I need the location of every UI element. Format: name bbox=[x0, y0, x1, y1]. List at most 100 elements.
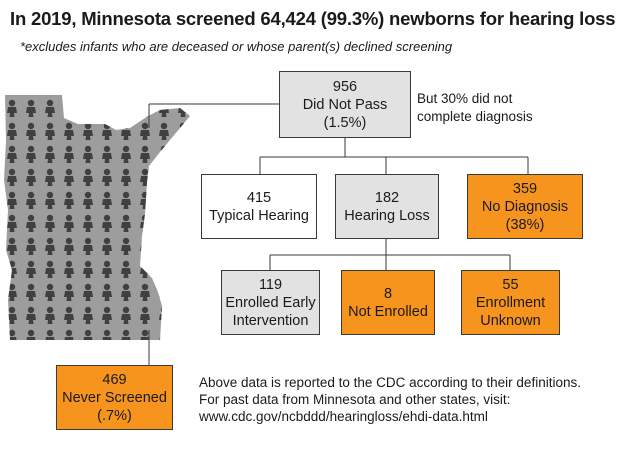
baby-icon bbox=[83, 237, 93, 255]
baby-icon bbox=[26, 214, 36, 232]
node-label: Hearing Loss bbox=[344, 207, 430, 224]
node-label: Intervention bbox=[232, 312, 309, 329]
baby-icon bbox=[64, 260, 74, 278]
node-not-enrolled: 8 Not Enrolled bbox=[341, 270, 435, 335]
baby-icon bbox=[102, 214, 112, 232]
baby-icon bbox=[83, 145, 93, 163]
baby-icon bbox=[45, 214, 55, 232]
baby-icon bbox=[83, 214, 93, 232]
baby-icon bbox=[102, 237, 112, 255]
baby-icon bbox=[26, 168, 36, 186]
baby-icon bbox=[64, 329, 74, 340]
node-label: Did Not Pass bbox=[302, 96, 388, 113]
node-label: Unknown bbox=[480, 312, 541, 329]
baby-icon bbox=[159, 122, 169, 140]
node-value: 469 bbox=[102, 371, 127, 388]
baby-icon bbox=[64, 122, 74, 140]
baby-icon bbox=[26, 306, 36, 324]
baby-icon bbox=[7, 237, 17, 255]
node-value: 359 bbox=[512, 180, 538, 197]
node-label: Enrollment bbox=[475, 294, 546, 311]
diagnosis-note: But 30% did not complete diagnosis bbox=[417, 90, 567, 126]
baby-icon bbox=[102, 283, 112, 301]
baby-icon bbox=[83, 329, 93, 340]
baby-icon bbox=[7, 99, 17, 117]
baby-icon bbox=[64, 306, 74, 324]
node-label: Enrolled Early bbox=[225, 294, 316, 311]
baby-icon bbox=[64, 237, 74, 255]
baby-icon bbox=[45, 260, 55, 278]
baby-icon bbox=[121, 237, 131, 255]
baby-icon bbox=[45, 237, 55, 255]
baby-icon bbox=[83, 122, 93, 140]
baby-icon bbox=[83, 168, 93, 186]
baby-icon bbox=[7, 306, 17, 324]
node-percent: (38%) bbox=[505, 216, 545, 233]
note-line: But 30% did not bbox=[417, 91, 513, 106]
baby-icon bbox=[26, 99, 36, 117]
baby-icon bbox=[45, 145, 55, 163]
baby-icon bbox=[64, 283, 74, 301]
baby-icon bbox=[7, 214, 17, 232]
baby-icon bbox=[83, 306, 93, 324]
node-value: 119 bbox=[258, 276, 283, 293]
baby-icon bbox=[45, 283, 55, 301]
note-line: complete diagnosis bbox=[417, 109, 533, 124]
baby-icon bbox=[45, 191, 55, 209]
baby-icon bbox=[140, 306, 150, 324]
node-enrollment-unknown: 55 Enrollment Unknown bbox=[461, 270, 560, 335]
baby-icon bbox=[45, 168, 55, 186]
node-value: 182 bbox=[374, 189, 400, 206]
baby-icon bbox=[140, 283, 150, 301]
baby-icon bbox=[140, 329, 150, 340]
baby-icon bbox=[102, 306, 112, 324]
node-label: Never Screened bbox=[62, 389, 167, 406]
baby-icon bbox=[121, 306, 131, 324]
baby-icon bbox=[83, 283, 93, 301]
baby-icon bbox=[121, 283, 131, 301]
page-subtitle: *excludes infants who are deceased or wh… bbox=[20, 39, 453, 54]
node-typical-hearing: 415 Typical Hearing bbox=[201, 174, 317, 239]
baby-icon bbox=[102, 260, 112, 278]
baby-icon bbox=[64, 145, 74, 163]
node-hearing-loss: 182 Hearing Loss bbox=[335, 174, 439, 239]
baby-icon bbox=[102, 145, 112, 163]
baby-icon bbox=[121, 191, 131, 209]
node-did-not-pass: 956 Did Not Pass (1.5%) bbox=[279, 71, 411, 138]
node-no-diagnosis: 359 No Diagnosis (38%) bbox=[467, 174, 583, 239]
baby-icon bbox=[45, 306, 55, 324]
node-label: No Diagnosis bbox=[481, 198, 569, 215]
node-value: 55 bbox=[502, 276, 519, 293]
baby-icon bbox=[7, 145, 17, 163]
baby-icon bbox=[64, 214, 74, 232]
baby-icon bbox=[7, 191, 17, 209]
baby-icon bbox=[102, 168, 112, 186]
baby-icon bbox=[140, 145, 150, 163]
baby-icon bbox=[121, 260, 131, 278]
baby-icon bbox=[26, 145, 36, 163]
baby-icon bbox=[26, 260, 36, 278]
baby-icon bbox=[121, 168, 131, 186]
baby-icon bbox=[26, 122, 36, 140]
baby-icon bbox=[64, 191, 74, 209]
baby-icon bbox=[83, 260, 93, 278]
page-title: In 2019, Minnesota screened 64,424 (99.3… bbox=[10, 8, 616, 29]
node-label: Typical Hearing bbox=[209, 207, 309, 224]
baby-icon bbox=[7, 168, 17, 186]
baby-icon bbox=[64, 168, 74, 186]
baby-icon bbox=[7, 122, 17, 140]
node-percent: (1.5%) bbox=[323, 114, 367, 131]
baby-icon bbox=[26, 283, 36, 301]
baby-icon bbox=[140, 122, 150, 140]
baby-icon bbox=[121, 145, 131, 163]
baby-icon bbox=[45, 99, 55, 117]
baby-icon bbox=[102, 191, 112, 209]
footer-line: For past data from Minnesota and other s… bbox=[199, 392, 511, 407]
baby-icon bbox=[121, 329, 131, 340]
baby-icon bbox=[26, 237, 36, 255]
footer-line: Above data is reported to the CDC accord… bbox=[199, 375, 581, 390]
node-never-screened: 469 Never Screened (.7%) bbox=[56, 365, 173, 430]
footer-link[interactable]: www.cdc.gov/ncbddd/hearingloss/ehdi-data… bbox=[199, 409, 488, 424]
